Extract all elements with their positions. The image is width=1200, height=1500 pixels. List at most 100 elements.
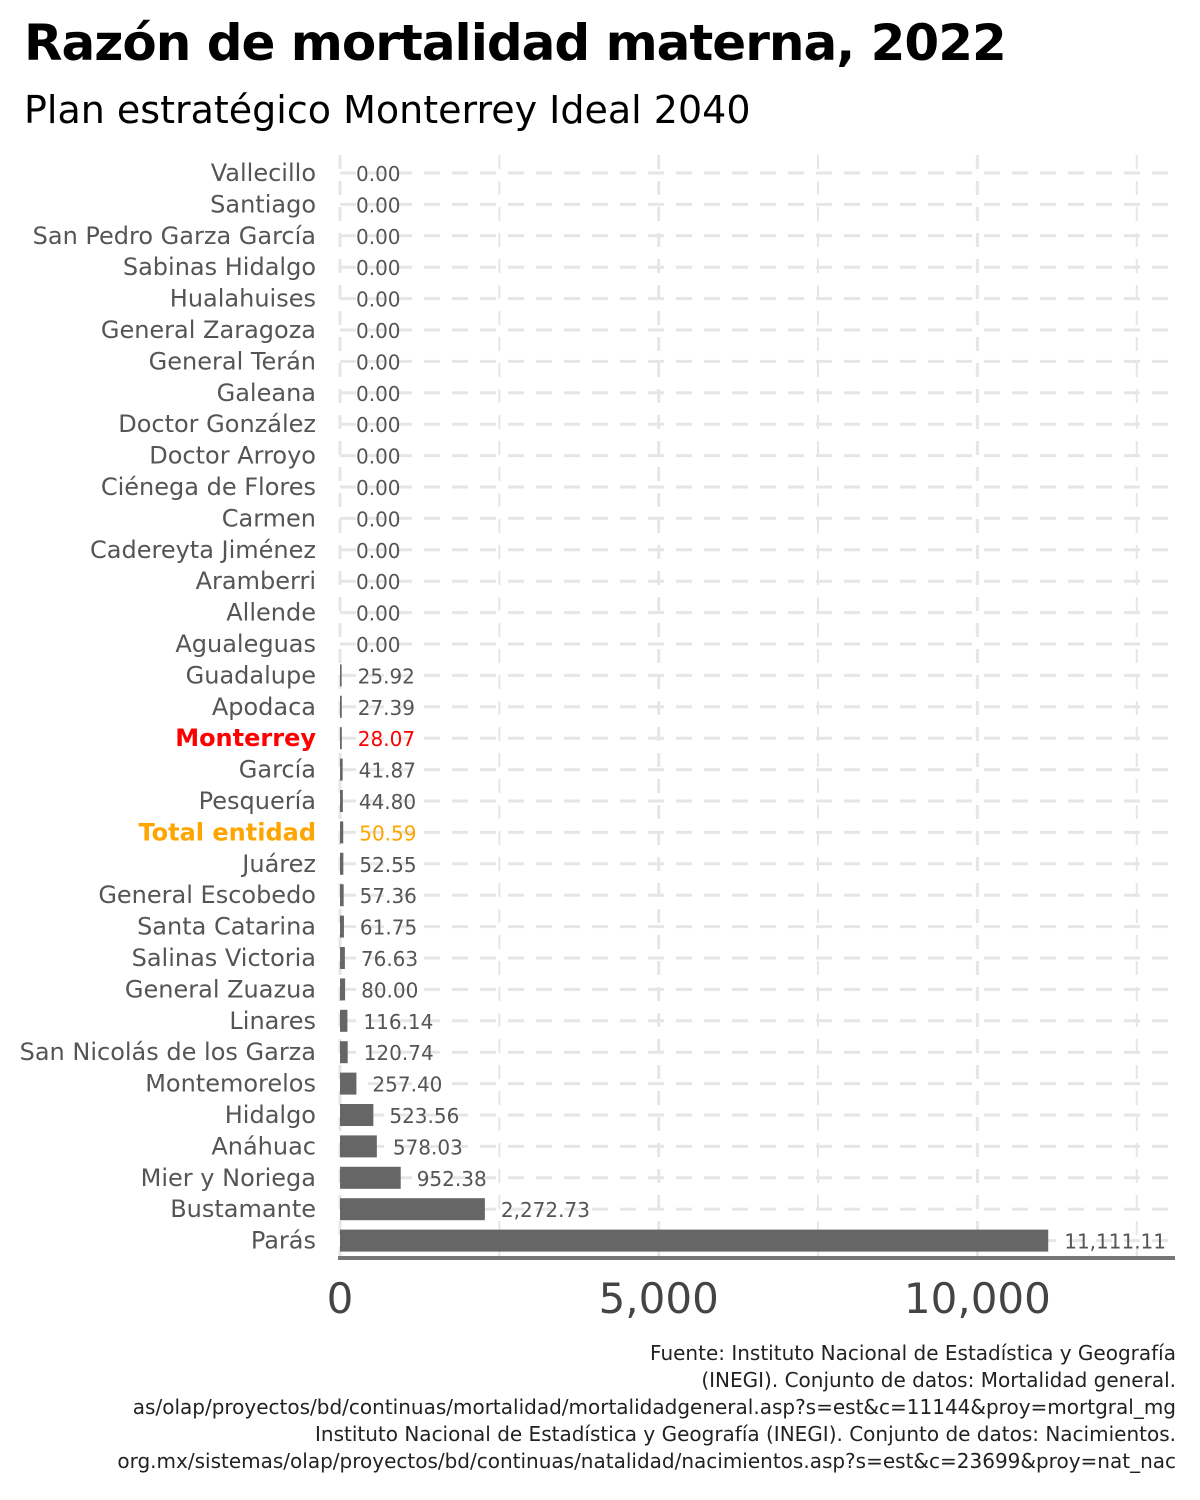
value-label: 0.00 <box>356 288 401 312</box>
category-label: Pesquería <box>199 787 316 815</box>
category-label: Agualeguas <box>175 630 316 658</box>
bars <box>340 664 1049 1252</box>
value-label: 80.00 <box>361 978 418 1002</box>
source-line: (INEGI). Conjunto de datos: Mortalidad g… <box>701 1368 1176 1392</box>
category-label: Parás <box>251 1227 316 1255</box>
value-label: 25.92 <box>358 664 415 688</box>
value-label: 28.07 <box>358 727 415 751</box>
category-label: General Terán <box>149 347 316 375</box>
category-label: Monterrey <box>175 724 316 752</box>
category-label: General Escobedo <box>98 881 316 909</box>
source-line: Instituto Nacional de Estadística y Geog… <box>315 1422 1176 1446</box>
category-label: General Zaragoza <box>101 316 316 344</box>
category-label: Anáhuac <box>211 1132 316 1160</box>
bar <box>340 947 345 969</box>
bar <box>340 821 344 844</box>
source-line: as/olap/proyectos/bd/continuas/mortalida… <box>132 1395 1176 1419</box>
bar <box>340 695 342 718</box>
bar <box>340 1229 1049 1252</box>
chart-title: Razón de mortalidad materna, 2022 <box>24 14 1007 72</box>
value-label: 61.75 <box>360 916 417 940</box>
value-label: 0.00 <box>356 602 401 626</box>
value-label: 523.56 <box>389 1104 459 1128</box>
value-label: 2,272.73 <box>501 1198 590 1222</box>
bar <box>340 1104 374 1126</box>
category-label: Cadereyta Jiménez <box>90 536 316 564</box>
x-tick-label: 0 <box>327 1274 354 1323</box>
source-line: Fuente: Instituto Nacional de Estadístic… <box>650 1341 1176 1365</box>
source-note: Fuente: Instituto Nacional de Estadístic… <box>0 1340 1176 1475</box>
bar <box>340 1072 357 1095</box>
x-axis: 0 5,000 10,000 <box>327 1256 1175 1323</box>
value-label: 0.00 <box>356 256 401 280</box>
grid-lines <box>338 155 1175 1258</box>
category-label: Galeana <box>217 379 316 407</box>
bar <box>340 1198 485 1221</box>
bar <box>340 978 346 1001</box>
value-label: 257.40 <box>372 1073 442 1097</box>
category-label: Salinas Victoria <box>132 944 316 972</box>
value-label: 57.36 <box>360 884 417 908</box>
category-label: Juárez <box>240 850 316 878</box>
value-label: 0.00 <box>356 413 401 437</box>
value-label: 0.00 <box>356 225 401 249</box>
value-label: 0.00 <box>356 539 401 563</box>
bar <box>340 884 344 907</box>
bar-chart: Vallecillo 0.00 Santiago 0.00 San Pedro Garz… <box>20 155 1175 1323</box>
category-label: Sabinas Hidalgo <box>123 253 316 281</box>
value-label: 952.38 <box>417 1167 487 1191</box>
value-label: 44.80 <box>359 790 416 814</box>
labels: Vallecillo 0.00 Santiago 0.00 San Pedro Garz… <box>20 159 1166 1255</box>
category-label: Linares <box>229 1007 316 1035</box>
value-label: 0.00 <box>356 445 401 469</box>
category-label: San Nicolás de los Garza <box>20 1038 316 1066</box>
value-label: 0.00 <box>356 382 401 406</box>
category-label: Aramberri <box>196 567 316 595</box>
value-label: 120.74 <box>364 1041 434 1065</box>
bar <box>340 758 343 781</box>
category-label: Apodaca <box>212 693 316 721</box>
value-label: 0.00 <box>356 319 401 343</box>
value-label: 0.00 <box>356 162 401 186</box>
category-label: Guadalupe <box>186 661 316 689</box>
bar <box>340 852 344 875</box>
value-label: 116.14 <box>363 1010 433 1034</box>
value-label: 0.00 <box>356 350 401 374</box>
value-label: 76.63 <box>361 947 418 971</box>
value-label: 0.00 <box>356 476 401 500</box>
bar <box>340 915 344 938</box>
category-label: Carmen <box>222 504 316 532</box>
category-label: Bustamante <box>170 1195 316 1223</box>
bar <box>340 1041 348 1064</box>
category-label: Doctor González <box>118 410 316 438</box>
category-label: Montemorelos <box>145 1070 316 1098</box>
category-label: Doctor Arroyo <box>149 442 316 470</box>
category-label: Allende <box>226 599 316 627</box>
category-label: Santa Catarina <box>137 913 316 941</box>
value-label: 0.00 <box>356 193 401 217</box>
category-label: García <box>239 756 316 784</box>
category-label: Total entidad <box>138 818 316 846</box>
value-label: 27.39 <box>358 696 415 720</box>
value-label: 0.00 <box>356 507 401 531</box>
value-label: 50.59 <box>359 821 416 845</box>
category-label: Mier y Noriega <box>141 1164 316 1192</box>
value-label: 578.03 <box>393 1135 463 1159</box>
bar <box>340 1009 348 1032</box>
category-label: Hidalgo <box>225 1101 316 1129</box>
chart-subtitle: Plan estratégico Monterrey Ideal 2040 <box>24 88 751 132</box>
source-line: org.mx/sistemas/olap/proyectos/bd/contin… <box>117 1449 1176 1473</box>
value-label: 0.00 <box>356 633 401 657</box>
bar <box>340 664 342 687</box>
bar <box>340 727 342 750</box>
bar <box>340 1135 377 1158</box>
value-label: 41.87 <box>359 759 416 783</box>
value-label: 52.55 <box>359 853 416 877</box>
category-label: San Pedro Garza García <box>33 222 316 250</box>
value-label: 11,111.11 <box>1064 1230 1166 1254</box>
bar <box>340 790 343 812</box>
x-tick-label: 10,000 <box>904 1274 1051 1323</box>
category-label: Vallecillo <box>211 159 316 187</box>
category-label: General Zuazua <box>125 975 316 1003</box>
bar <box>340 1166 401 1189</box>
